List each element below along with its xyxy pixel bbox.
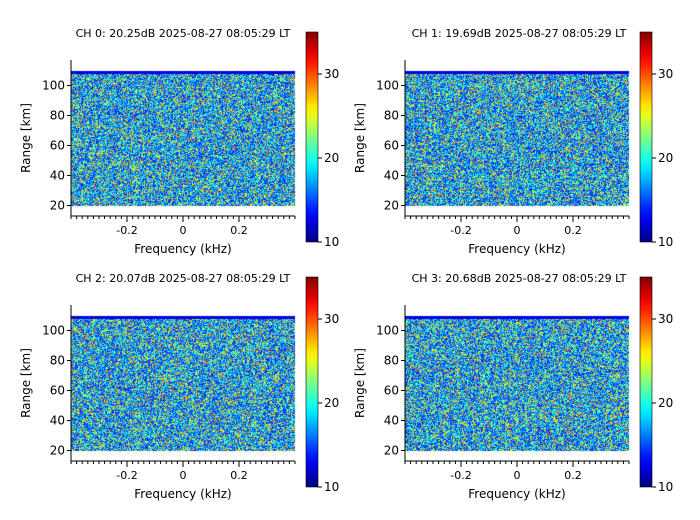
y-tick-label: 60	[384, 384, 399, 398]
x-tick-label: 0	[514, 469, 521, 482]
panel-title: CH 2: 20.07dB 2025-08-27 08:05:29 LT	[76, 272, 291, 285]
panel-title: CH 3: 20.68dB 2025-08-27 08:05:29 LT	[412, 272, 627, 285]
y-tick-label: 80	[384, 354, 399, 368]
colorbar-tick-label: 30	[658, 312, 673, 326]
y-tick-label: 20	[50, 199, 65, 213]
colorbar-tick-label: 10	[658, 480, 673, 494]
x-tick-label: -0.2	[116, 224, 137, 237]
colorbar-tick-label: 30	[658, 67, 673, 81]
y-tick-label: 40	[50, 169, 65, 183]
x-tick-label: 0.2	[230, 224, 248, 237]
panel-title: CH 0: 20.25dB 2025-08-27 08:05:29 LT	[76, 27, 291, 40]
colorbar-tick-label: 20	[324, 151, 339, 165]
y-tick-label: 60	[50, 139, 65, 153]
colorbar-tick-label: 20	[658, 151, 673, 165]
y-tick-label: 100	[42, 79, 65, 93]
y-axis-label: Range [km]	[353, 348, 367, 418]
y-tick-label: 100	[376, 79, 399, 93]
colorbar-tick-label: 10	[658, 235, 673, 249]
colorbar	[639, 31, 653, 243]
panel-title: CH 1: 19.69dB 2025-08-27 08:05:29 LT	[412, 27, 627, 40]
x-tick-label: 0	[180, 224, 187, 237]
x-tick-label: 0.2	[564, 469, 582, 482]
y-tick-label: 100	[42, 324, 65, 338]
colorbar	[305, 31, 319, 243]
y-tick-label: 20	[50, 444, 65, 458]
colorbar-tick-label: 20	[658, 396, 673, 410]
y-tick-label: 80	[50, 354, 65, 368]
colorbar-tick-label: 10	[324, 235, 339, 249]
y-tick-label: 40	[50, 414, 65, 428]
y-tick-label: 80	[50, 109, 65, 123]
y-tick-label: 20	[384, 444, 399, 458]
y-tick-label: 60	[384, 139, 399, 153]
x-axis-label: Frequency (kHz)	[468, 242, 565, 256]
colorbar-tick-label: 10	[324, 480, 339, 494]
colorbar	[639, 276, 653, 488]
colorbar-tick-label: 20	[324, 396, 339, 410]
x-axis-label: Frequency (kHz)	[468, 487, 565, 501]
y-axis-label: Range [km]	[353, 103, 367, 173]
colorbar-tick-label: 30	[324, 312, 339, 326]
colorbar-tick-label: 30	[324, 67, 339, 81]
y-tick-label: 60	[50, 384, 65, 398]
x-tick-label: -0.2	[116, 469, 137, 482]
x-tick-label: 0	[514, 224, 521, 237]
x-axis-label: Frequency (kHz)	[134, 487, 231, 501]
x-tick-label: 0	[180, 469, 187, 482]
x-axis-label: Frequency (kHz)	[134, 242, 231, 256]
y-axis-label: Range [km]	[19, 103, 33, 173]
y-tick-label: 40	[384, 169, 399, 183]
y-tick-label: 40	[384, 414, 399, 428]
x-tick-label: -0.2	[450, 224, 471, 237]
y-axis-label: Range [km]	[19, 348, 33, 418]
y-tick-label: 100	[376, 324, 399, 338]
y-tick-label: 80	[384, 109, 399, 123]
colorbar	[305, 276, 319, 488]
x-tick-label: 0.2	[230, 469, 248, 482]
x-tick-label: -0.2	[450, 469, 471, 482]
y-tick-label: 20	[384, 199, 399, 213]
x-tick-label: 0.2	[564, 224, 582, 237]
